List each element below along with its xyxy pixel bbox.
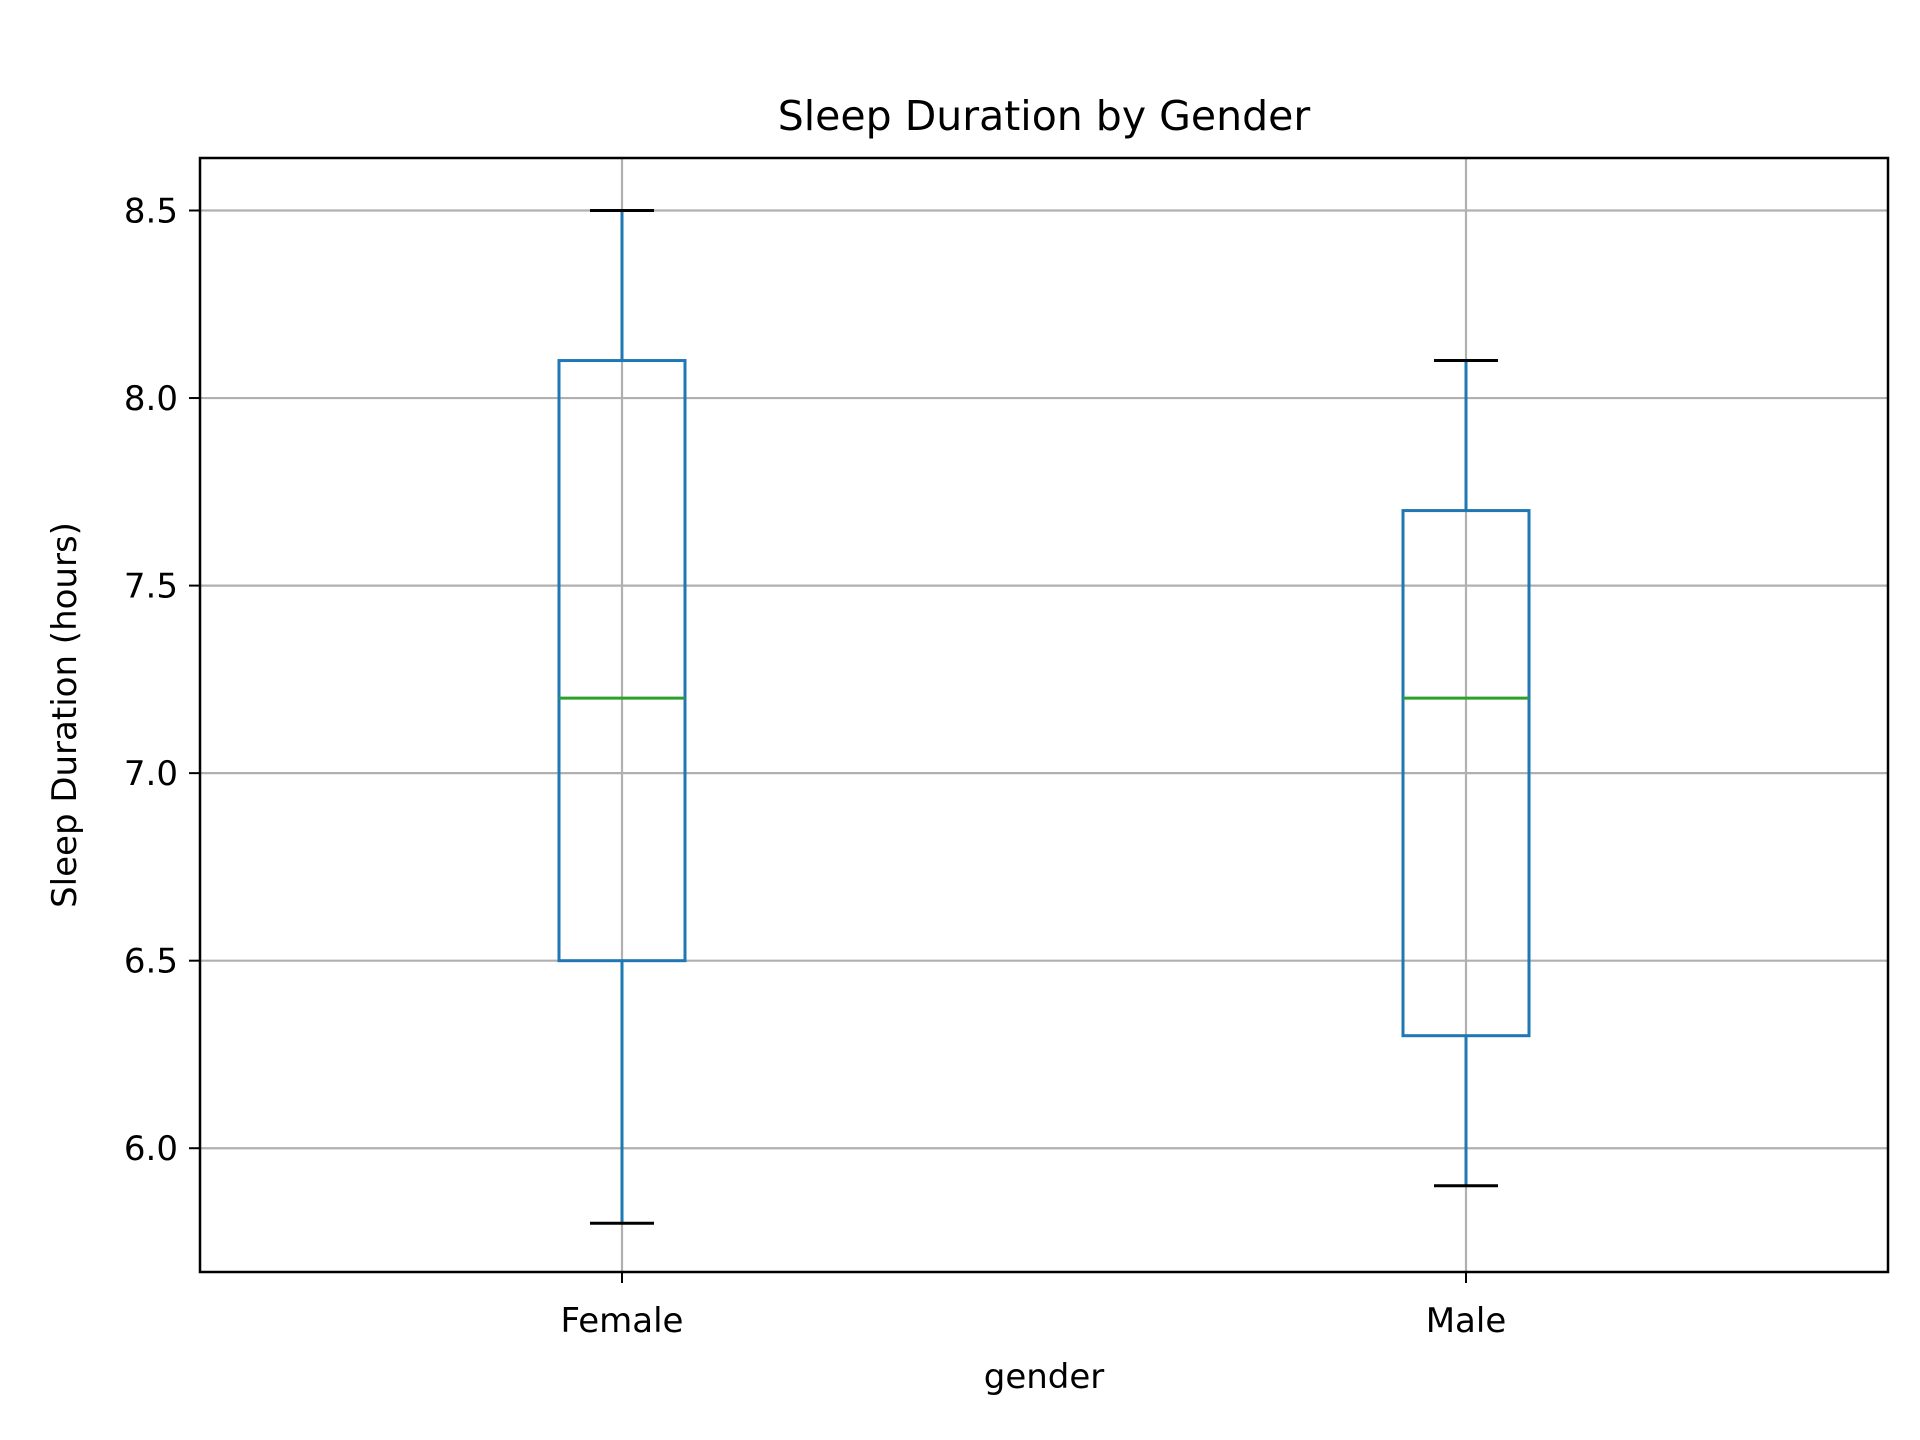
x-axis-label: gender [984,1357,1105,1397]
y-tick-label: 7.0 [124,754,178,794]
plot-frame [198,156,1890,1274]
box-male [1401,359,1531,1188]
y-tick-label: 8.0 [124,379,178,419]
ticks: 6.0 6.5 7.0 7.5 8.0 8.5 Female Male [124,192,1506,1341]
y-tick-label: 6.0 [124,1129,178,1169]
y-tick-label: 7.5 [124,567,178,607]
x-tick-label: Male [1426,1301,1507,1341]
boxes [557,209,1531,1225]
y-axis-label: Sleep Duration (hours) [45,522,85,908]
y-tick-label: 6.5 [124,942,178,982]
box-female [557,209,687,1225]
iqr-box [557,359,687,963]
iqr-box [1401,509,1531,1038]
y-tick-label: 8.5 [124,192,178,232]
chart-title: Sleep Duration by Gender [778,92,1311,140]
x-tick-label: Female [561,1301,684,1341]
